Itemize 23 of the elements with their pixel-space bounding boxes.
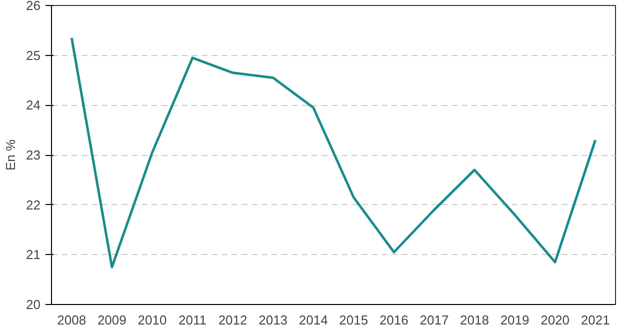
y-tick-label: 21 bbox=[26, 247, 41, 262]
x-tick-label: 2015 bbox=[339, 312, 368, 327]
y-tick-label: 25 bbox=[26, 48, 41, 63]
x-tick-label: 2008 bbox=[57, 312, 86, 327]
x-tick-label: 2014 bbox=[298, 312, 328, 327]
y-tick-label: 20 bbox=[26, 297, 41, 312]
x-tick-label: 2013 bbox=[258, 312, 288, 327]
x-tick-label: 2011 bbox=[178, 312, 206, 327]
x-tick-label: 2016 bbox=[379, 312, 408, 327]
x-tick-label: 2020 bbox=[540, 312, 570, 327]
x-tick-label: 2012 bbox=[218, 312, 248, 327]
x-tick-label: 2018 bbox=[460, 312, 489, 327]
y-tick-label: 26 bbox=[26, 0, 41, 13]
y-tick-label: 22 bbox=[26, 197, 41, 212]
x-tick-label: 2010 bbox=[138, 312, 167, 327]
x-tick-label: 2009 bbox=[97, 312, 126, 327]
x-tick-label: 2021 bbox=[580, 312, 610, 327]
line-series bbox=[70, 36, 597, 268]
y-axis-title: En % bbox=[3, 139, 18, 171]
x-tick-label: 2019 bbox=[500, 312, 530, 327]
x-tick-label: 2017 bbox=[420, 312, 449, 327]
y-tick-label: 23 bbox=[26, 148, 41, 162]
y-tick-label: 24 bbox=[26, 98, 41, 113]
